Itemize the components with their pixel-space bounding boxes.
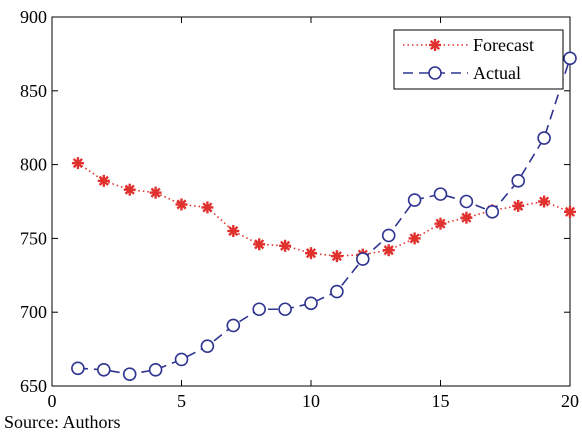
actual-point	[459, 194, 474, 209]
forecast-point	[382, 244, 395, 257]
forecast-point	[279, 239, 292, 252]
plot-area: 0 5 10 15 20 650 700 750 800 850 900 Forecast Actual	[20, 7, 579, 410]
forecast-point	[123, 183, 136, 196]
actual-point	[433, 187, 448, 201]
y-tick-label: 850	[20, 81, 47, 101]
actual-point	[537, 131, 551, 145]
forecast-point	[538, 195, 551, 208]
actual-point	[278, 302, 292, 317]
y-tick-label: 700	[20, 302, 47, 322]
forecast-point	[564, 205, 576, 218]
legend-label-forecast: Forecast	[473, 35, 534, 55]
actual-point	[485, 205, 500, 219]
legend-marker-actual	[428, 66, 442, 80]
actual-point	[355, 252, 370, 266]
forecast-point	[460, 211, 473, 224]
y-tick-label: 800	[20, 155, 47, 175]
forecast-point	[512, 199, 525, 212]
x-tick-label: 0	[48, 391, 57, 410]
actual-point	[174, 352, 189, 367]
actual-point	[226, 318, 241, 333]
source-caption: Source: Authors	[4, 412, 121, 432]
forecast-point	[330, 250, 343, 263]
forecast-point	[175, 198, 188, 211]
actual-point	[71, 361, 85, 376]
actual-point	[97, 362, 111, 377]
forecast-point	[429, 39, 441, 51]
actual-point	[200, 339, 215, 353]
actual-markers	[71, 51, 577, 381]
forecast-point	[305, 247, 317, 260]
x-tick-label: 20	[561, 391, 579, 410]
actual-point	[330, 284, 344, 299]
x-tick-label: 10	[302, 391, 320, 410]
forecast-point	[71, 157, 84, 170]
legend-item-forecast: Forecast	[403, 35, 534, 55]
legend-label-actual: Actual	[473, 63, 521, 83]
actual-point	[407, 193, 422, 207]
y-tick-label: 750	[20, 228, 47, 248]
actual-point	[563, 51, 577, 66]
actual-point	[252, 302, 267, 317]
line-chart: 0 5 10 15 20 650 700 750 800 850 900 Forecast Actual	[20, 7, 579, 410]
forecast-point	[434, 217, 447, 230]
y-tick-label: 650	[20, 376, 47, 396]
forecast-point	[149, 186, 162, 199]
forecast-point	[97, 174, 110, 187]
x-tick-label: 15	[432, 391, 450, 410]
legend: Forecast Actual	[393, 29, 564, 90]
legend-item-actual: Actual	[403, 63, 521, 83]
actual-point	[511, 174, 526, 188]
forecast-point	[253, 238, 266, 251]
x-tick-label: 5	[177, 391, 186, 410]
legend-box	[393, 29, 564, 90]
forecast-point	[227, 225, 240, 238]
actual-point	[122, 367, 137, 381]
forecast-markers	[71, 157, 576, 263]
forecast-point	[408, 232, 421, 245]
actual-point	[148, 362, 163, 377]
forecast-point	[201, 201, 214, 214]
actual-point	[381, 228, 396, 243]
actual-point	[304, 296, 318, 311]
y-tick-label: 900	[20, 7, 47, 27]
